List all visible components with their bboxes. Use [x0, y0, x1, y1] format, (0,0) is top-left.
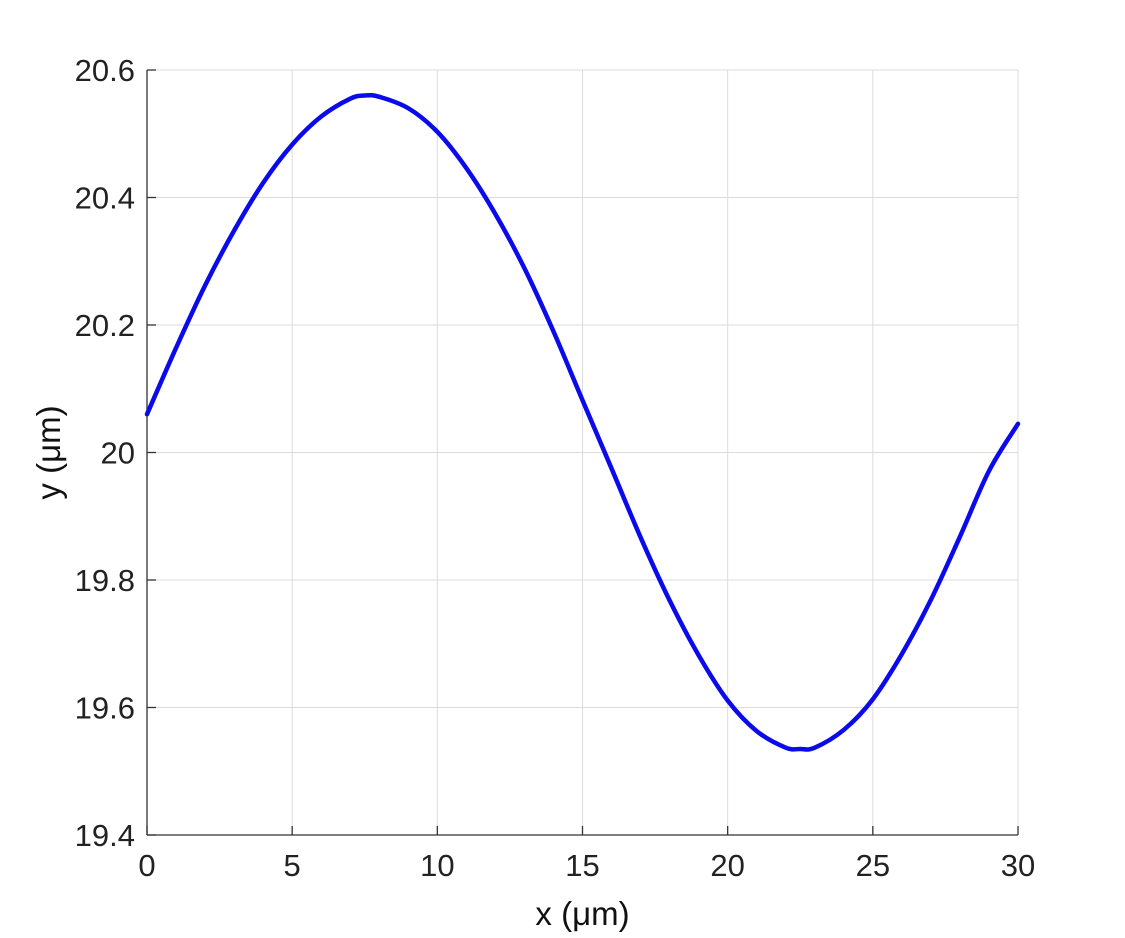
x-tick-label: 20 — [710, 848, 744, 883]
grid — [147, 69, 1019, 835]
x-tick-label: 10 — [420, 848, 454, 883]
x-axis-title: x (μm) — [535, 895, 629, 932]
y-tick-label: 19.4 — [75, 818, 135, 853]
series — [144, 92, 1021, 752]
y-tick-label: 19.6 — [75, 691, 135, 726]
x-tick-label: 25 — [856, 848, 890, 883]
axes — [146, 69, 1019, 836]
y-tick-label: 20.2 — [75, 308, 135, 343]
y-axis-title: y (μm) — [30, 405, 67, 499]
y-tick-label: 20 — [101, 436, 135, 471]
y-tick-label: 20.6 — [75, 53, 135, 88]
series-line — [144, 92, 1021, 752]
x-tick-label: 15 — [565, 848, 599, 883]
y-tick-label: 20.4 — [75, 181, 135, 216]
y-tick-label: 19.8 — [75, 563, 135, 598]
x-tick-label: 0 — [138, 848, 155, 883]
x-tick-label: 5 — [284, 848, 301, 883]
tick-labels: 0 5 10 15 20 25 30 19.4 19.6 19.8 20 20.2 20.4 20.6 — [75, 53, 1036, 883]
x-tick-label: 30 — [1001, 848, 1035, 883]
